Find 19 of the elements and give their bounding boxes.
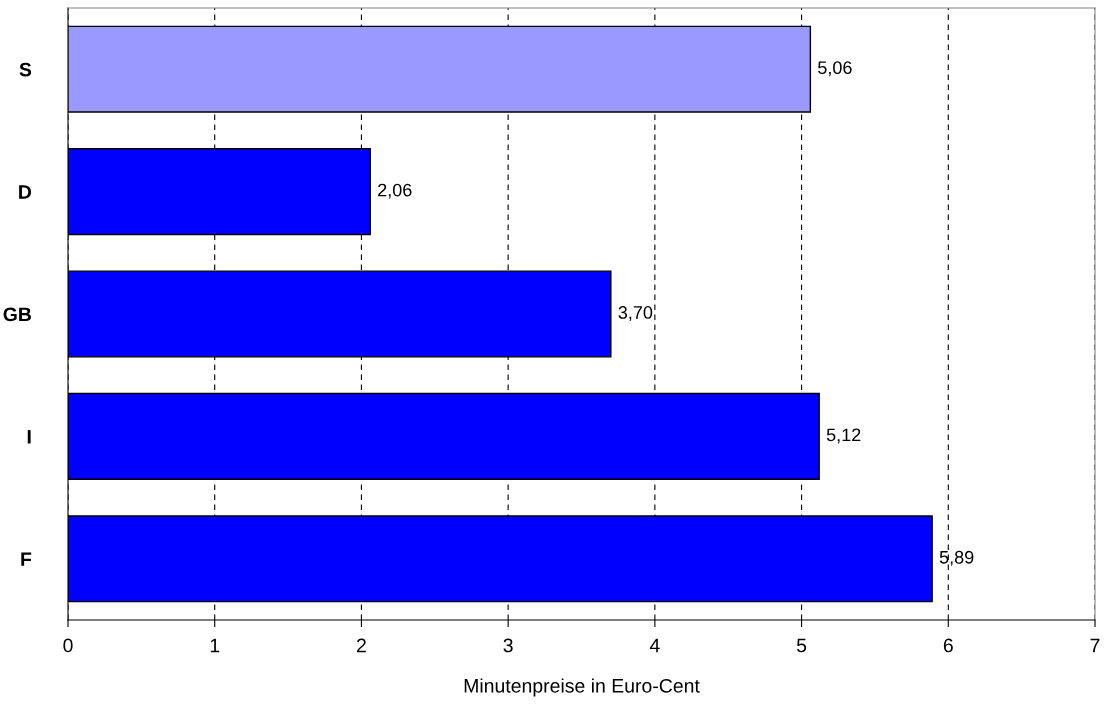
y-tick-label: F — [21, 552, 32, 566]
data-label: 3,70 — [618, 306, 653, 321]
y-tick-label: D — [19, 185, 32, 199]
data-label: 5,06 — [818, 61, 852, 77]
x-tick-label: 1 — [210, 638, 220, 653]
data-label: 5,12 — [826, 428, 861, 444]
x-tick-label: 7 — [1090, 638, 1100, 653]
data-label: 5,89 — [939, 550, 974, 566]
data-label: 2,06 — [378, 183, 412, 199]
x-tick-label: 6 — [943, 638, 953, 653]
y-tick-label: GB — [3, 307, 32, 322]
x-tick-label: 0 — [63, 638, 73, 653]
x-tick-label: 5 — [796, 638, 807, 653]
x-tick-label: 2 — [357, 638, 366, 653]
x-axis-title: Minutenpreise in Euro-Cent — [464, 678, 700, 697]
x-tick-label: 3 — [503, 638, 513, 653]
y-tick-label: I — [27, 430, 31, 444]
y-tick-label: S — [19, 62, 32, 77]
x-tick-label: 4 — [649, 638, 660, 653]
